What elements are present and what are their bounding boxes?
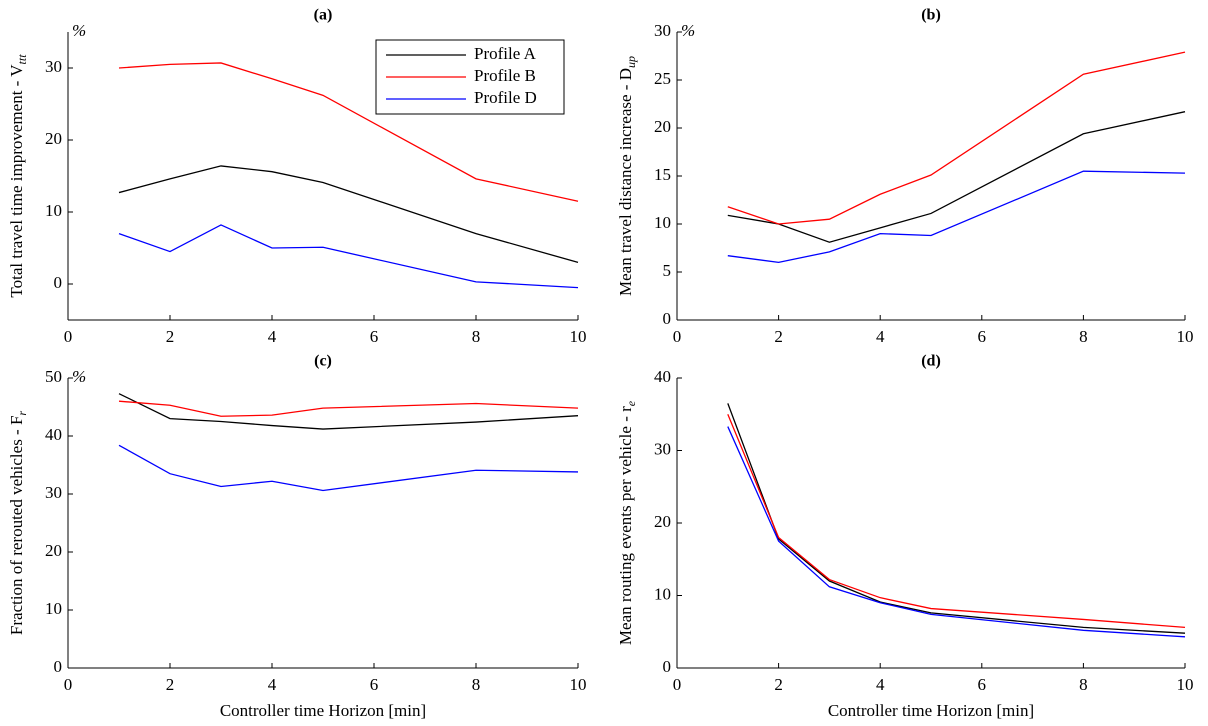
y-tick-label: 10 <box>45 599 62 618</box>
legend-label: Profile D <box>474 88 537 107</box>
x-tick-label: 6 <box>370 327 379 346</box>
y-tick-label: 40 <box>654 367 671 386</box>
y-tick-label: 0 <box>54 273 63 292</box>
y-label-text: Total travel time improvement - V <box>7 64 26 298</box>
y-tick-label: 30 <box>45 57 62 76</box>
y-label: Mean travel distance increase - Dup <box>616 56 638 296</box>
y-tick-label: 20 <box>654 512 671 531</box>
series-line <box>727 414 1186 629</box>
x-label: Controller time Horizon [min] <box>220 701 426 720</box>
y-unit: % <box>681 21 695 40</box>
x-tick-label: 2 <box>774 675 783 694</box>
y-tick-label: 10 <box>654 584 671 603</box>
series-line <box>118 165 579 264</box>
y-tick-label: 0 <box>663 309 672 328</box>
y-tick-label: 0 <box>663 657 672 676</box>
y-tick-label: 20 <box>45 541 62 560</box>
x-tick-label: 4 <box>268 675 277 694</box>
y-label-text: Fraction of rerouted vehicles - F <box>7 416 26 636</box>
y-tick-label: 30 <box>654 439 671 458</box>
y-label-text: Mean travel distance increase - D <box>616 68 635 296</box>
y-label: Fraction of rerouted vehicles - Fr <box>7 411 29 636</box>
y-label-text: Mean routing events per vehicle - r <box>616 406 635 645</box>
y-tick-label: 25 <box>654 69 671 88</box>
x-tick-label: 10 <box>1177 675 1194 694</box>
x-tick-label: 8 <box>1079 675 1088 694</box>
y-label-sub: e <box>624 400 638 406</box>
series-line <box>727 403 1186 634</box>
x-tick-label: 2 <box>774 327 783 346</box>
x-label: Controller time Horizon [min] <box>828 701 1034 720</box>
y-tick-label: 20 <box>654 117 671 136</box>
panel-title: (d) <box>921 353 941 370</box>
y-tick-label: 20 <box>45 129 62 148</box>
y-tick-label: 30 <box>654 21 671 40</box>
x-tick-label: 10 <box>1177 327 1194 346</box>
x-tick-label: 0 <box>673 675 682 694</box>
series-line <box>118 444 579 492</box>
y-tick-label: 30 <box>45 483 62 502</box>
x-tick-label: 6 <box>978 327 987 346</box>
x-tick-label: 0 <box>673 327 682 346</box>
series-line <box>727 51 1186 225</box>
y-tick-label: 0 <box>54 657 63 676</box>
y-tick-label: 5 <box>663 261 672 280</box>
x-tick-label: 0 <box>64 327 73 346</box>
legend-label: Profile B <box>474 66 536 85</box>
series-line <box>118 393 579 430</box>
x-tick-label: 8 <box>1079 327 1088 346</box>
y-tick-label: 10 <box>45 201 62 220</box>
series-line <box>118 62 579 202</box>
x-tick-label: 6 <box>370 675 379 694</box>
x-tick-label: 10 <box>570 675 587 694</box>
x-tick-label: 2 <box>166 675 175 694</box>
y-tick-label: 40 <box>45 425 62 444</box>
x-tick-label: 8 <box>472 327 481 346</box>
x-tick-label: 2 <box>166 327 175 346</box>
panel-title: (c) <box>314 353 332 370</box>
series-line <box>727 426 1186 638</box>
panel-title: (a) <box>314 7 333 24</box>
y-label: Total travel time improvement - Vttt <box>7 54 29 298</box>
x-tick-label: 8 <box>472 675 481 694</box>
x-tick-label: 10 <box>570 327 587 346</box>
y-label: Mean routing events per vehicle - re <box>616 400 638 645</box>
y-tick-label: 50 <box>45 367 62 386</box>
series-line <box>727 170 1186 264</box>
y-tick-label: 10 <box>654 213 671 232</box>
x-tick-label: 0 <box>64 675 73 694</box>
y-label-sub: ttt <box>15 54 29 65</box>
x-tick-label: 4 <box>876 675 885 694</box>
series-line <box>118 224 579 289</box>
x-tick-label: 6 <box>978 675 987 694</box>
y-label-sub: up <box>624 56 638 68</box>
y-unit: % <box>72 21 86 40</box>
x-tick-label: 4 <box>268 327 277 346</box>
panel-title: (b) <box>921 7 941 24</box>
y-tick-label: 15 <box>654 165 671 184</box>
series-line <box>118 400 579 417</box>
y-unit: % <box>72 367 86 386</box>
y-label-sub: r <box>15 411 29 416</box>
x-tick-label: 4 <box>876 327 885 346</box>
legend-label: Profile A <box>474 44 537 63</box>
